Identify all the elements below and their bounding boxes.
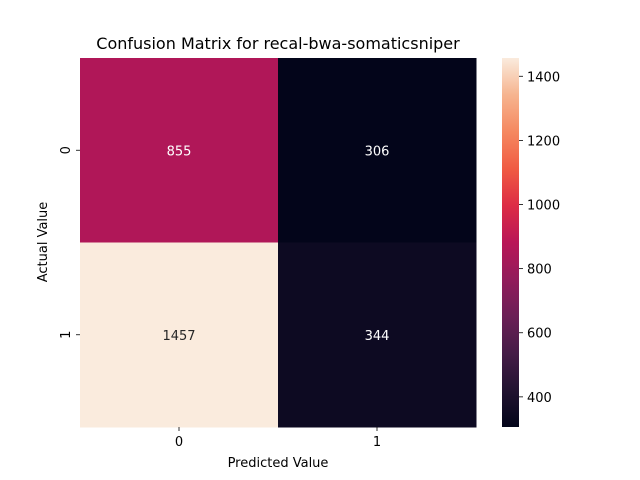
y-tick-label-1: 1 xyxy=(59,331,74,339)
colorbar-axis: 400 600 800 1000 1200 1400 xyxy=(519,70,560,406)
heatmap-cell-r1-c0 xyxy=(80,242,279,428)
cell-label-r1-c1: 344 xyxy=(365,329,390,344)
x-tick-label-1: 1 xyxy=(373,435,381,450)
heatmap-cell-r1-c1 xyxy=(278,242,477,428)
cell-label-r1-c0: 1457 xyxy=(162,329,195,344)
cell-label-r0-c0: 855 xyxy=(167,144,192,159)
chart-title: Confusion Matrix for recal-bwa-somaticsn… xyxy=(96,34,460,53)
cell-label-r0-c1: 306 xyxy=(365,144,390,159)
colorbar-tick-label-2: 800 xyxy=(527,263,552,278)
colorbar-tick-label-0: 400 xyxy=(527,391,552,406)
x-axis-label: Predicted Value xyxy=(228,456,329,471)
colorbar xyxy=(502,58,519,427)
colorbar-tick-label-5: 1400 xyxy=(527,70,560,85)
y-tick-label-0: 0 xyxy=(59,146,74,154)
heatmap-cells: 855 306 1457 344 xyxy=(80,58,477,428)
y-axis-label: Actual Value xyxy=(36,202,51,283)
y-axis: 01 xyxy=(59,146,80,339)
heatmap-cell-r0-c0 xyxy=(80,58,279,243)
colorbar-tick-label-1: 600 xyxy=(527,327,552,342)
x-tick-label-0: 0 xyxy=(175,435,183,450)
heatmap-cell-r0-c1 xyxy=(278,58,477,243)
colorbar-tick-label-3: 1000 xyxy=(527,199,560,214)
colorbar-tick-label-4: 1200 xyxy=(527,134,560,149)
